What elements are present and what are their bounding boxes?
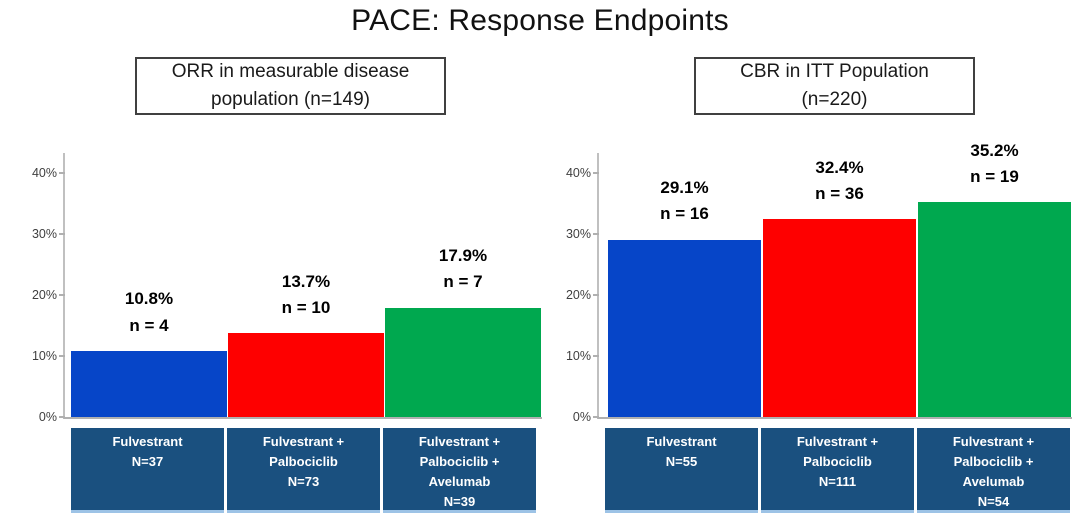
orr-chart-title-line2: population (n=149) bbox=[211, 89, 370, 110]
bar-fulvestrant-palbociclib-avelumab bbox=[918, 202, 1071, 417]
cbr-chart-title-box: CBR in ITT Population (n=220) bbox=[694, 57, 975, 115]
cbr-chart-title-line1: CBR in ITT Population bbox=[740, 61, 929, 83]
page-title: PACE: Response Endpoints bbox=[351, 4, 729, 37]
y-axis-tick-label: 20% bbox=[31, 288, 57, 302]
bar-value-label: 32.4% n = 36 bbox=[815, 157, 864, 204]
y-axis-tick-mark bbox=[59, 233, 65, 235]
bar-value-label: 13.7% n = 10 bbox=[281, 271, 331, 318]
y-axis-tick-label: 0% bbox=[572, 410, 591, 424]
y-axis-tick-label: 10% bbox=[31, 349, 57, 363]
bar-value-label: 17.9% n = 7 bbox=[438, 246, 488, 292]
y-axis-tick-mark bbox=[59, 172, 65, 174]
y-axis-tick-mark bbox=[593, 233, 599, 235]
y-axis-tick-label: 30% bbox=[565, 227, 591, 241]
y-axis-tick-label: 20% bbox=[565, 288, 591, 302]
y-axis-tick-mark bbox=[59, 355, 65, 357]
bar-fulvestrant-palbociclib bbox=[763, 219, 916, 417]
y-axis-tick-label: 10% bbox=[565, 349, 591, 363]
cbr-category-labels: Fulvestrant N=55 Fulvestrant + Palbocicli… bbox=[605, 428, 1070, 513]
y-axis-tick-mark bbox=[59, 416, 65, 418]
y-axis-tick-mark bbox=[593, 355, 599, 357]
y-axis-tick-mark bbox=[593, 416, 599, 418]
bar-value-label: 29.1% n = 16 bbox=[660, 177, 709, 224]
y-axis-tick-label: 40% bbox=[31, 166, 57, 180]
category-cell: Fulvestrant N=55 bbox=[605, 428, 758, 513]
cbr-chart-title-line2: (n=220) bbox=[801, 89, 868, 110]
y-axis-tick-mark bbox=[593, 172, 599, 174]
orr-category-labels: Fulvestrant N=37 Fulvestrant + Palbocicli… bbox=[71, 428, 536, 513]
category-cell: Fulvestrant + Palbociclib + Avelumab N=3… bbox=[383, 428, 536, 513]
y-axis-tick-label: 30% bbox=[31, 227, 57, 241]
category-cell: Fulvestrant + Palbociclib N=73 bbox=[227, 428, 380, 513]
y-axis-tick-label: 0% bbox=[38, 410, 57, 424]
bar-fulvestrant-palbociclib bbox=[228, 333, 384, 417]
bar-value-label: 10.8% n = 4 bbox=[124, 289, 174, 335]
y-axis-tick-label: 40% bbox=[565, 166, 591, 180]
category-cell: Fulvestrant + Palbociclib + Avelumab N=5… bbox=[917, 428, 1070, 513]
bar-fulvestrant bbox=[608, 239, 761, 417]
orr-plot-area: 0% 10% 20% 30% 40% 10.8% n = 4 13.7% n = 10 17.… bbox=[32, 153, 542, 424]
category-cell: Fulvestrant N=37 bbox=[71, 428, 224, 513]
orr-chart-title-line1: ORR in measurable disease bbox=[171, 61, 410, 83]
bar-value-label: 35.2% n = 19 bbox=[970, 140, 1019, 186]
orr-chart-title-box: ORR in measurable disease population (n=… bbox=[135, 57, 446, 115]
y-axis-tick-mark bbox=[59, 294, 65, 296]
cbr-plot-area: 0% 10% 20% 30% 40% 29.1% n = 16 32.4% n = 36 35… bbox=[566, 141, 1072, 424]
bar-fulvestrant bbox=[71, 351, 227, 417]
bar-fulvestrant-palbociclib-avelumab bbox=[385, 307, 541, 417]
y-axis-tick-mark bbox=[593, 294, 599, 296]
category-cell: Fulvestrant + Palbociclib N=111 bbox=[761, 428, 914, 513]
